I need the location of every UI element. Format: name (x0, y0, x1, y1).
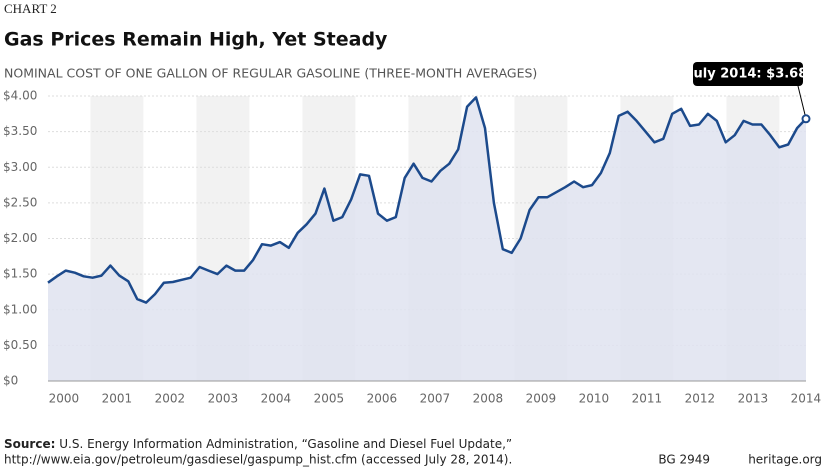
x-tick-label: 2008 (473, 392, 504, 406)
y-tick-label: $2.00 (3, 231, 37, 245)
x-tick-label: 2009 (526, 392, 557, 406)
x-tick-label: 2011 (632, 392, 663, 406)
x-tick-label: 2004 (261, 392, 292, 406)
y-tick-label: $0 (3, 374, 18, 388)
y-tick-label: $4.00 (3, 89, 37, 103)
chart-subtitle: NOMINAL COST OF ONE GALLON OF REGULAR GA… (4, 66, 537, 81)
x-tick-label: 2005 (314, 392, 345, 406)
end-marker (801, 114, 811, 124)
annotation-box (693, 62, 803, 86)
chart-title: Gas Prices Remain High, Yet Steady (4, 29, 388, 51)
x-tick-label: 2001 (102, 392, 133, 406)
area (48, 97, 806, 382)
x-tick-label: 2012 (685, 392, 716, 406)
x-tick-label: 2010 (579, 392, 610, 406)
x-tick-label: 2014 (791, 392, 822, 406)
y-tick-label: $2.50 (3, 195, 37, 209)
source-url: http://www.eia.gov/petroleum/gasdiesel/g… (4, 453, 512, 467)
chart-label: CHART 2 (4, 1, 57, 16)
x-tick-label: 2006 (367, 392, 398, 406)
y-tick-label: $1.50 (3, 267, 37, 281)
y-tick-label: $1.00 (3, 302, 37, 316)
x-tick-label: 2002 (155, 392, 186, 406)
y-tick-label: $3.50 (3, 124, 37, 138)
source: U.S. Energy Information Administration, … (59, 437, 512, 451)
x-tick-label: 2007 (420, 392, 451, 406)
site: heritage.org (748, 453, 822, 467)
source-line: Source: U.S. Energy Information Administ… (4, 437, 512, 451)
annotation: July 2014: $3.68 (688, 67, 808, 82)
annotation-leader (797, 85, 807, 119)
source-label: Source: (4, 437, 55, 451)
y-tick-label: $0.50 (3, 338, 37, 352)
x-tick-label: 2003 (208, 392, 239, 406)
line (47, 96, 807, 304)
report-id: BG 2949 (658, 453, 710, 467)
y-tick-label: $3.00 (3, 160, 37, 174)
x-tick-label: 2013 (738, 392, 769, 406)
x-tick-label: 2000 (49, 392, 80, 406)
